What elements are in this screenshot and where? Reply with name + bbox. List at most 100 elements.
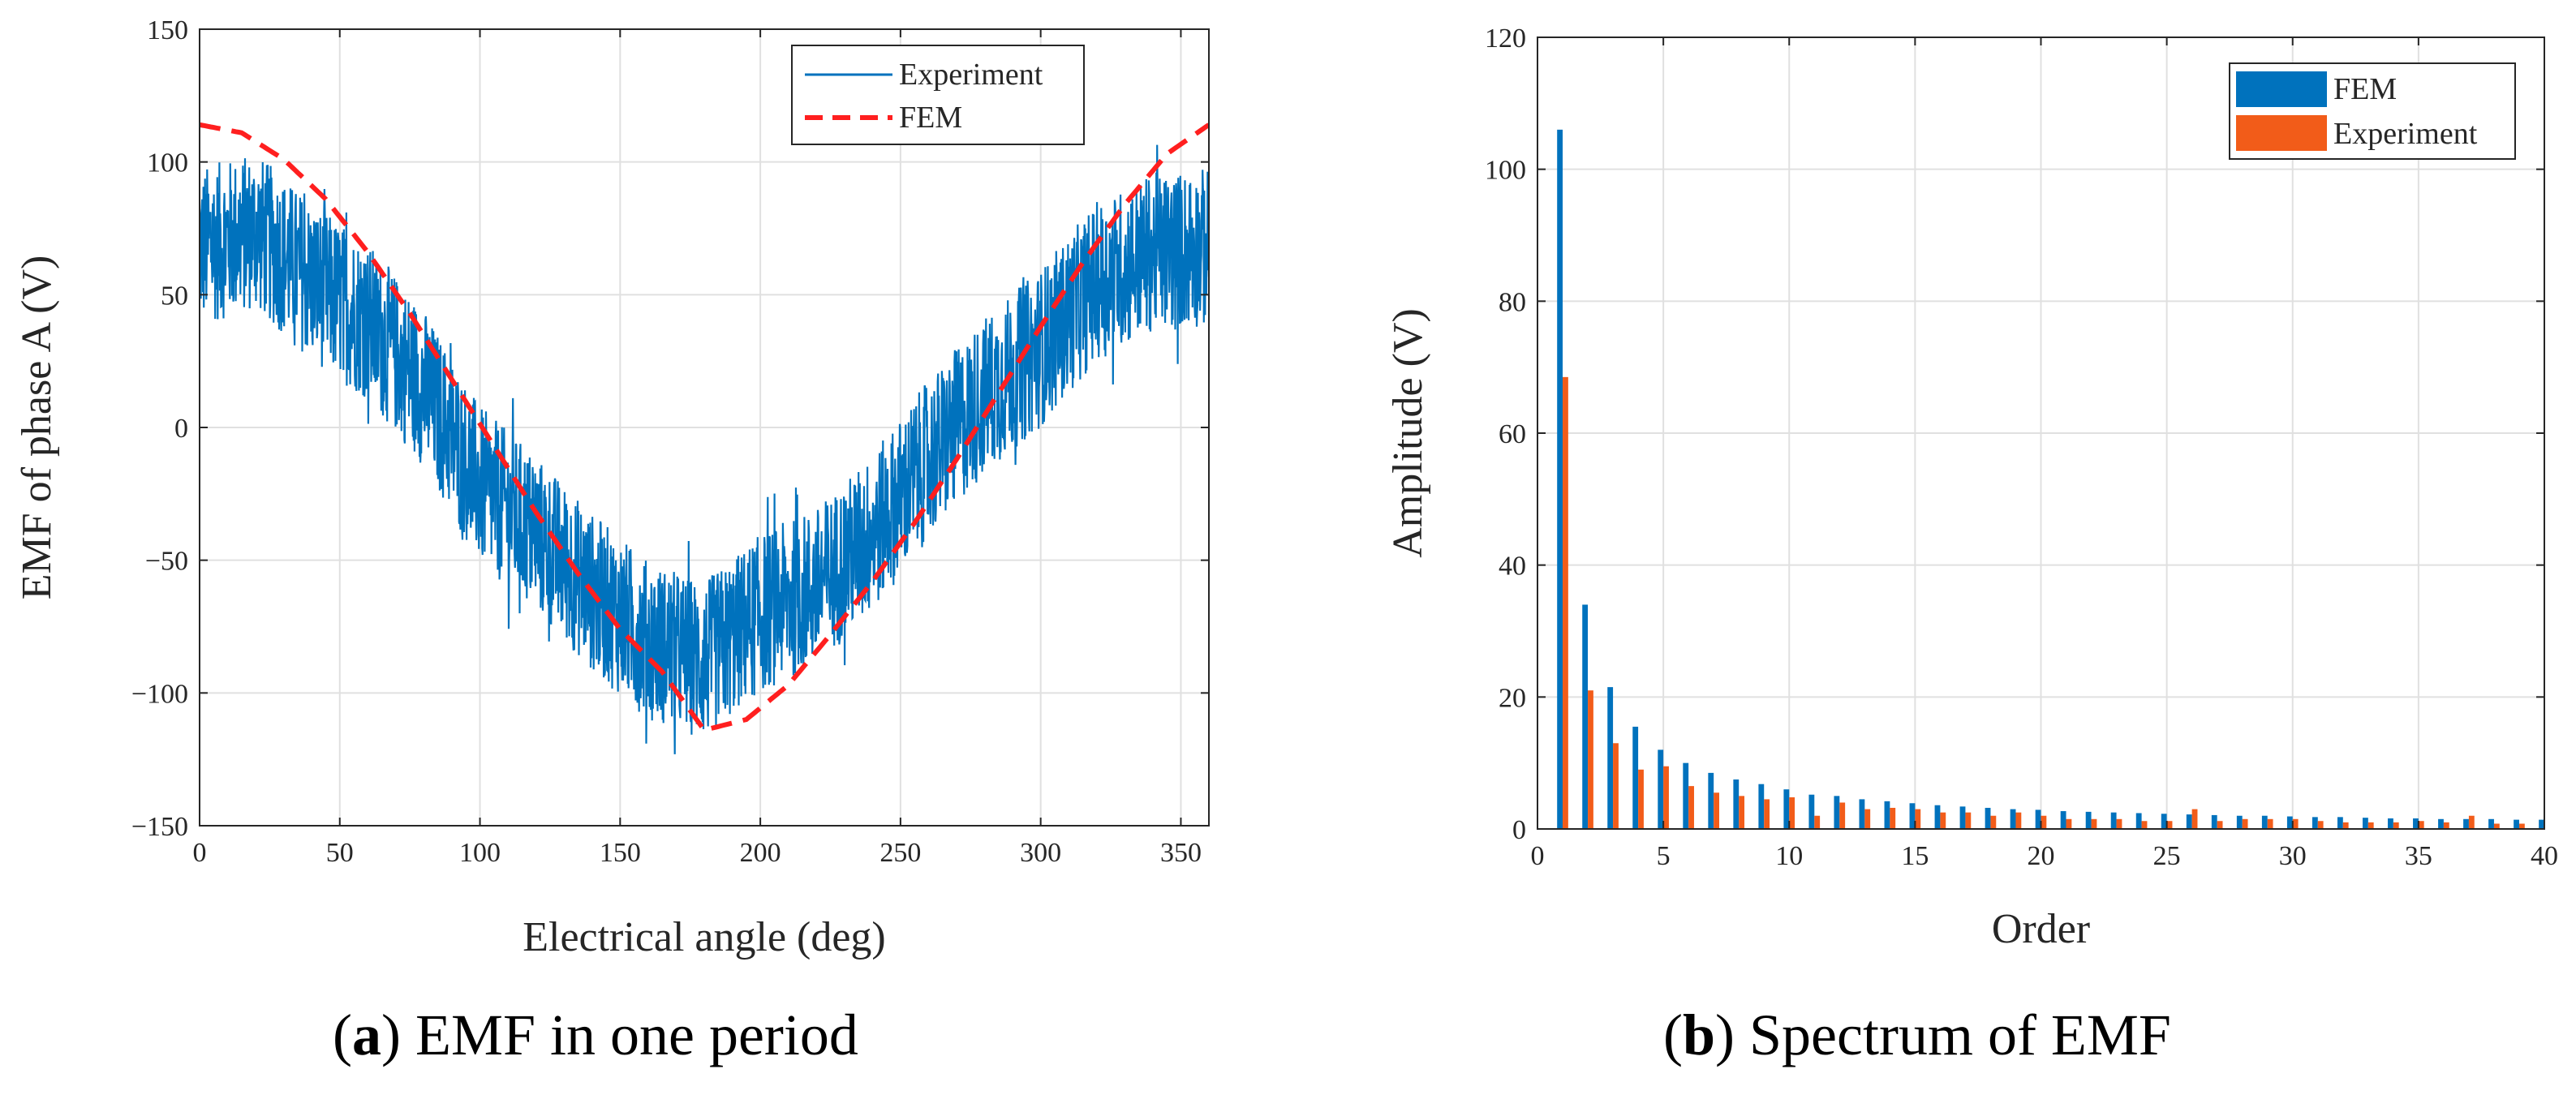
b-bar-fem-2 <box>1582 604 1589 829</box>
b-ytick-label-0: 0 <box>1512 815 1526 845</box>
b-bar-fem-34 <box>2388 818 2393 829</box>
b-bar-experiment-16 <box>1940 812 1946 829</box>
b-bar-fem-11 <box>1808 794 1815 829</box>
b-bar-experiment-28 <box>2242 818 2248 829</box>
b-bar-fem-38 <box>2488 818 2494 829</box>
b-ytick-label-2: 40 <box>1499 552 1526 582</box>
a-xtick-label-7: 350 <box>1160 838 1202 868</box>
b-bar-fem-32 <box>2337 817 2343 829</box>
b-legend-swatch-experiment <box>2236 115 2327 151</box>
b-bar-fem-28 <box>2236 815 2243 829</box>
b-bar-experiment-27 <box>2217 821 2223 829</box>
a-ylabel: EMF of phase A (V) <box>14 256 60 600</box>
b-bar-experiment-7 <box>1714 792 1720 829</box>
b-bar-experiment-26 <box>2191 809 2198 829</box>
b-bar-fem-37 <box>2463 818 2469 829</box>
b-bar-experiment-29 <box>2267 818 2273 829</box>
b-bar-experiment-37 <box>2468 815 2475 829</box>
b-bar-fem-16 <box>1934 805 1941 829</box>
b-bar-experiment-10 <box>1789 797 1795 829</box>
b-bar-experiment-20 <box>2041 815 2047 829</box>
b-bar-fem-20 <box>2035 809 2041 829</box>
a-xtick-label-3: 150 <box>600 838 641 868</box>
b-bar-experiment-11 <box>1814 815 1821 829</box>
b-xtick-label-0: 0 <box>1531 841 1545 871</box>
b-bar-fem-33 <box>2362 818 2368 829</box>
b-bar-fem-39 <box>2514 819 2519 829</box>
b-xtick-label-8: 40 <box>2531 841 2558 871</box>
b-bar-fem-8 <box>1733 779 1740 829</box>
b-xtick-label-2: 10 <box>1775 841 1803 871</box>
b-bar-fem-13 <box>1859 799 1865 829</box>
a-ytick-label-6: 150 <box>147 15 188 45</box>
a-ytick-label-3: 0 <box>174 414 188 444</box>
b-bar-experiment-19 <box>2015 812 2022 829</box>
b-bar-experiment-32 <box>2342 822 2349 829</box>
a-xtick-label-5: 250 <box>879 838 921 868</box>
b-bar-fem-23 <box>2110 812 2117 829</box>
a-xtick-label-0: 0 <box>193 838 207 868</box>
a-ytick-label-2: −50 <box>145 547 188 577</box>
b-bar-fem-29 <box>2261 815 2268 829</box>
b-bar-experiment-4 <box>1638 769 1644 829</box>
b-bar-experiment-31 <box>2317 821 2324 829</box>
a-series-fem-line <box>200 122 1209 733</box>
b-bar-experiment-21 <box>2066 818 2072 829</box>
b-xtick-label-7: 35 <box>2405 841 2432 871</box>
caption-b: (b) Spectrum of EMF <box>1663 1003 2171 1067</box>
b-bar-experiment-34 <box>2393 822 2399 829</box>
b-bar-fem-6 <box>1683 762 1689 829</box>
b-xlabel: Order <box>1992 906 2090 952</box>
b-bar-fem-1 <box>1557 129 1563 829</box>
a-xtick-label-2: 100 <box>459 838 501 868</box>
b-ytick-label-6: 120 <box>1485 24 1526 54</box>
a-xtick-label-1: 50 <box>326 838 354 868</box>
caption-b-letter: b <box>1682 1003 1716 1067</box>
caption-a-text: EMF in one period <box>400 1003 858 1067</box>
b-bar-fem-36 <box>2438 818 2444 829</box>
b-bar-fem-40 <box>2539 819 2544 829</box>
b-bar-experiment-38 <box>2493 823 2500 829</box>
a-xlabel: Electrical angle (deg) <box>523 914 886 960</box>
b-bar-fem-17 <box>1959 806 1966 829</box>
b-xtick-label-1: 5 <box>1657 841 1671 871</box>
b-ytick-label-1: 20 <box>1499 683 1526 713</box>
b-bar-fem-15 <box>1909 803 1916 829</box>
b-bar-experiment-12 <box>1839 802 1846 829</box>
b-bar-experiment-13 <box>1864 809 1871 829</box>
b-bar-fem-35 <box>2413 818 2419 829</box>
b-legend-swatch-fem <box>2236 71 2327 107</box>
b-bar-fem-10 <box>1783 789 1790 829</box>
b-bar-fem-9 <box>1758 784 1765 829</box>
b-bar-fem-21 <box>2060 811 2066 829</box>
a-ytick-label-5: 100 <box>147 148 188 178</box>
b-xtick-label-3: 15 <box>1901 841 1929 871</box>
b-ytick-label-5: 100 <box>1485 156 1526 186</box>
b-bar-experiment-8 <box>1739 796 1745 829</box>
b-bar-fem-3 <box>1607 687 1614 829</box>
chart-emf-period: 0 50 100 150 200 250 300 350 −150 −100 −50 0 50 100 15… <box>14 15 1210 960</box>
b-legend: FEM Experiment <box>2229 62 2516 160</box>
b-bar-experiment-35 <box>2418 821 2424 829</box>
b-bar-fem-5 <box>1658 749 1664 829</box>
b-bar-fem-30 <box>2286 816 2293 829</box>
b-bar-experiment-5 <box>1663 766 1669 829</box>
b-bar-experiment-6 <box>1688 786 1694 829</box>
b-bar-experiment-23 <box>2116 818 2122 829</box>
b-bar-experiment-14 <box>1890 807 1896 829</box>
b-bar-fem-27 <box>2211 814 2217 829</box>
b-bar-experiment-15 <box>1915 809 1921 829</box>
b-bar-experiment-9 <box>1764 799 1770 829</box>
b-xtick-label-6: 30 <box>2279 841 2307 871</box>
b-bar-experiment-33 <box>2367 822 2374 829</box>
b-bar-fem-18 <box>1985 807 1991 829</box>
b-legend-label-fem: FEM <box>2333 72 2397 106</box>
b-bar-experiment-36 <box>2443 822 2449 829</box>
b-bar-fem-31 <box>2312 817 2318 829</box>
a-ytick-label-4: 50 <box>161 281 188 311</box>
a-ytick-label-0: −150 <box>131 812 188 842</box>
b-bar-experiment-24 <box>2141 821 2148 829</box>
b-xtick-label-5: 25 <box>2153 841 2181 871</box>
caption-b-text: Spectrum of EMF <box>1735 1003 2171 1067</box>
